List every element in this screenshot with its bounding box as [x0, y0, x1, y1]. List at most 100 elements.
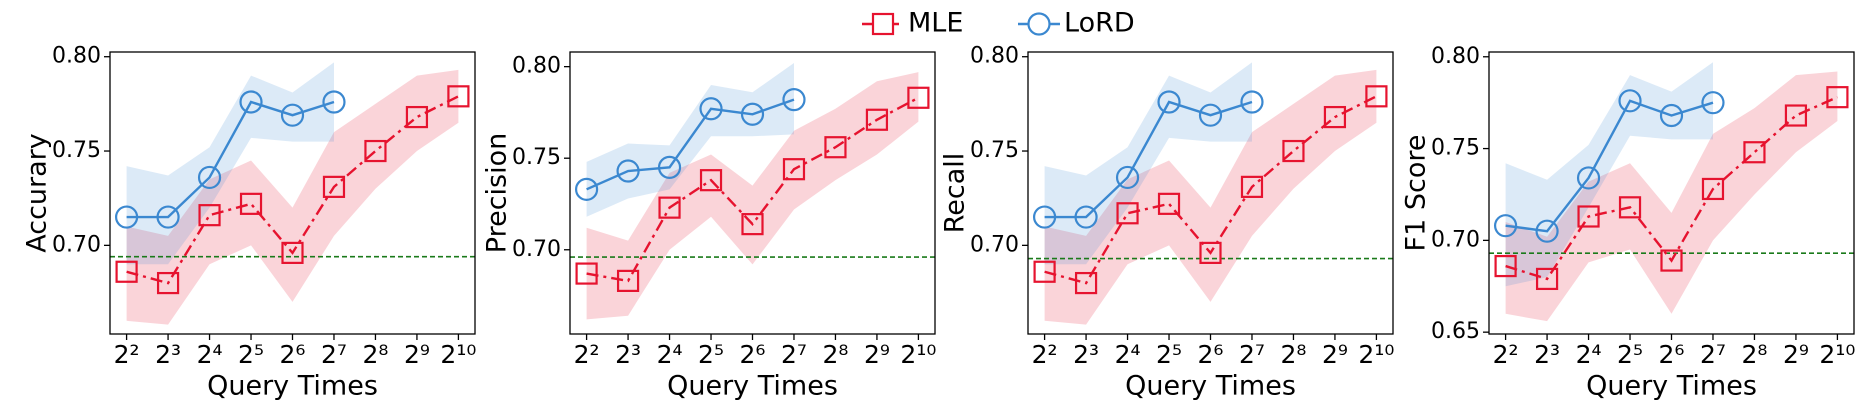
y-tick-label: 0.80	[52, 44, 101, 69]
marker	[1033, 260, 1056, 283]
marker	[658, 196, 681, 219]
marker	[1535, 219, 1559, 243]
x-tick-label: 2⁵	[1617, 340, 1643, 369]
marker	[1282, 139, 1305, 163]
legend-label: MLE	[908, 8, 963, 39]
marker	[115, 260, 138, 283]
legend-marker	[871, 12, 895, 36]
marker	[1618, 89, 1642, 113]
x-tick-label: 2⁴	[657, 340, 683, 369]
x-tick-label: 2⁹	[1783, 340, 1809, 369]
marker	[281, 241, 304, 264]
x-tick-label: 2⁸	[822, 340, 848, 369]
series-line	[126, 95, 459, 285]
marker	[865, 108, 889, 131]
x-tick-label: 2⁷	[1700, 340, 1726, 369]
marker	[280, 103, 305, 127]
marker	[1493, 214, 1518, 238]
marker	[156, 271, 180, 295]
x-tick-label: 2⁸	[362, 340, 388, 369]
marker	[198, 204, 221, 227]
marker	[1743, 141, 1766, 164]
x-tick-label: 2⁶	[1198, 340, 1224, 369]
y-tick-label: 0.80	[1431, 44, 1480, 69]
x-tick-label: 2³	[615, 340, 641, 369]
x-tick-label: 2⁹	[1322, 340, 1348, 369]
marker	[1074, 271, 1098, 295]
x-tick-label: 2⁵	[698, 340, 724, 369]
y-axis-label: Precision	[482, 133, 513, 253]
marker	[741, 213, 764, 236]
marker	[907, 86, 930, 109]
x-tick-label: 2⁶	[280, 340, 306, 369]
series-line	[1505, 96, 1838, 281]
marker	[447, 85, 470, 108]
marker	[699, 97, 723, 121]
series-line	[1044, 100, 1253, 219]
x-tick-label: 2²	[114, 340, 140, 369]
x-tick-label: 2⁵	[238, 340, 264, 369]
x-tick-label: 2³	[1534, 340, 1560, 369]
x-tick-label: 2⁹	[404, 340, 430, 369]
x-tick-label: 2⁴	[197, 340, 223, 369]
x-tick-label: 2⁶	[1659, 340, 1685, 369]
y-tick-label: 0.75	[52, 138, 101, 163]
marker	[699, 169, 723, 192]
x-tick-label: 2³	[1073, 340, 1099, 369]
marker	[1157, 90, 1181, 114]
marker	[1701, 177, 1725, 201]
marker	[657, 155, 682, 179]
marker	[1240, 90, 1264, 114]
y-tick-label: 0.80	[970, 44, 1019, 69]
confidence-band	[1044, 69, 1377, 325]
marker	[1198, 103, 1223, 127]
marker	[1660, 249, 1683, 272]
marker	[1535, 267, 1559, 291]
marker	[1116, 202, 1139, 225]
series-line	[1505, 99, 1714, 233]
y-tick-label: 0.80	[512, 54, 561, 79]
y-tick-label: 0.65	[1431, 319, 1480, 344]
marker	[616, 269, 640, 292]
x-tick-label: 2²	[1032, 340, 1058, 369]
x-tick-label: 2²	[574, 340, 600, 369]
x-tick-label: 2³	[155, 340, 181, 369]
marker	[1784, 104, 1808, 127]
marker	[1494, 254, 1517, 278]
confidence-band	[586, 72, 919, 320]
marker	[740, 102, 765, 126]
marker	[1659, 103, 1684, 128]
confidence-band	[1505, 71, 1838, 322]
marker	[322, 175, 346, 198]
y-tick-label: 0.75	[512, 145, 561, 170]
marker	[1826, 86, 1849, 109]
y-axis-label: Recall	[940, 153, 971, 234]
x-axis-label: Query Times	[207, 371, 378, 402]
marker	[322, 90, 346, 114]
x-tick-label: 2⁷	[321, 340, 347, 369]
x-tick-label: 2⁸	[1280, 340, 1306, 369]
legend-label: LoRD	[1064, 8, 1135, 39]
marker	[1365, 85, 1388, 108]
marker	[782, 158, 806, 181]
x-axis-label: Query Times	[1125, 371, 1296, 402]
y-tick-label: 0.70	[970, 232, 1019, 257]
x-tick-label: 2⁷	[781, 340, 807, 369]
x-tick-label: 2¹⁰	[900, 340, 936, 369]
marker	[239, 192, 263, 215]
marker	[1240, 175, 1264, 198]
marker	[574, 177, 599, 201]
marker	[405, 105, 429, 129]
marker	[1032, 205, 1057, 229]
confidence-band	[126, 69, 459, 325]
x-axis-label: Query Times	[1586, 371, 1757, 402]
y-tick-label: 0.70	[512, 237, 561, 262]
x-tick-label: 2¹⁰	[440, 340, 476, 369]
marker	[1115, 165, 1140, 190]
x-tick-label: 2⁶	[740, 340, 766, 369]
marker	[1577, 205, 1600, 228]
marker	[364, 139, 387, 163]
x-tick-label: 2⁵	[1156, 340, 1182, 369]
x-tick-label: 2²	[1493, 340, 1519, 369]
